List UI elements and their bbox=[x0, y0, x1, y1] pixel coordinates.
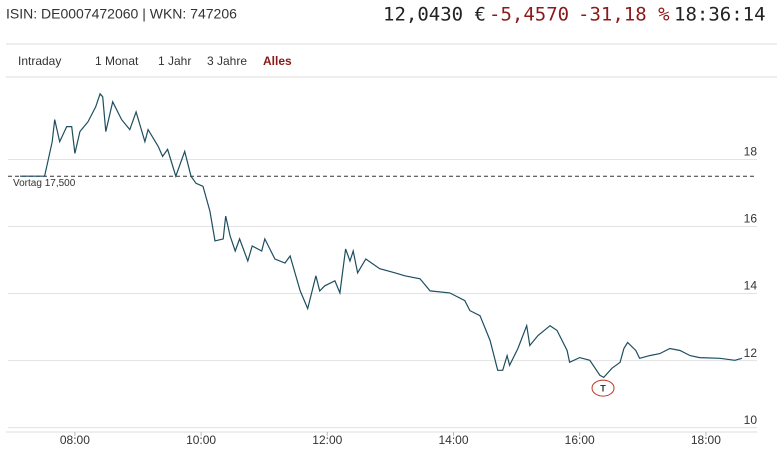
y-tick-label: 18 bbox=[744, 145, 758, 159]
x-tick-label: 08:00 bbox=[60, 433, 90, 447]
time: 18:36:14 bbox=[674, 4, 766, 26]
change-pct: -31,18 % bbox=[578, 4, 670, 26]
x-tick-label: 12:00 bbox=[312, 433, 342, 447]
x-tick-label: 14:00 bbox=[438, 433, 468, 447]
tab[interactable]: Intraday bbox=[18, 54, 61, 68]
tab[interactable]: 1 Monat bbox=[95, 54, 139, 68]
id-line: ISIN: DE0007472060 | WKN: 747206 bbox=[6, 6, 237, 22]
tab[interactable]: 1 Jahr bbox=[158, 54, 191, 68]
price: 12,0430 € bbox=[383, 4, 486, 26]
price-line bbox=[20, 92, 743, 379]
y-tick-label: 10 bbox=[744, 413, 758, 427]
annotation-marker bbox=[591, 379, 615, 397]
x-tick-label: 16:00 bbox=[565, 433, 595, 447]
x-tick-label: 10:00 bbox=[186, 433, 216, 447]
reference-label: Vortag 17,500 bbox=[13, 178, 76, 189]
y-tick-label: 14 bbox=[744, 279, 758, 293]
tab[interactable]: 3 Jahre bbox=[207, 54, 247, 68]
y-tick-label: 16 bbox=[744, 212, 758, 226]
x-tick-label: 18:00 bbox=[691, 433, 721, 447]
annotation-label: T bbox=[600, 383, 606, 393]
tab[interactable]: Alles bbox=[263, 54, 292, 68]
y-tick-label: 12 bbox=[744, 346, 758, 360]
change: -5,4570 bbox=[489, 4, 569, 26]
